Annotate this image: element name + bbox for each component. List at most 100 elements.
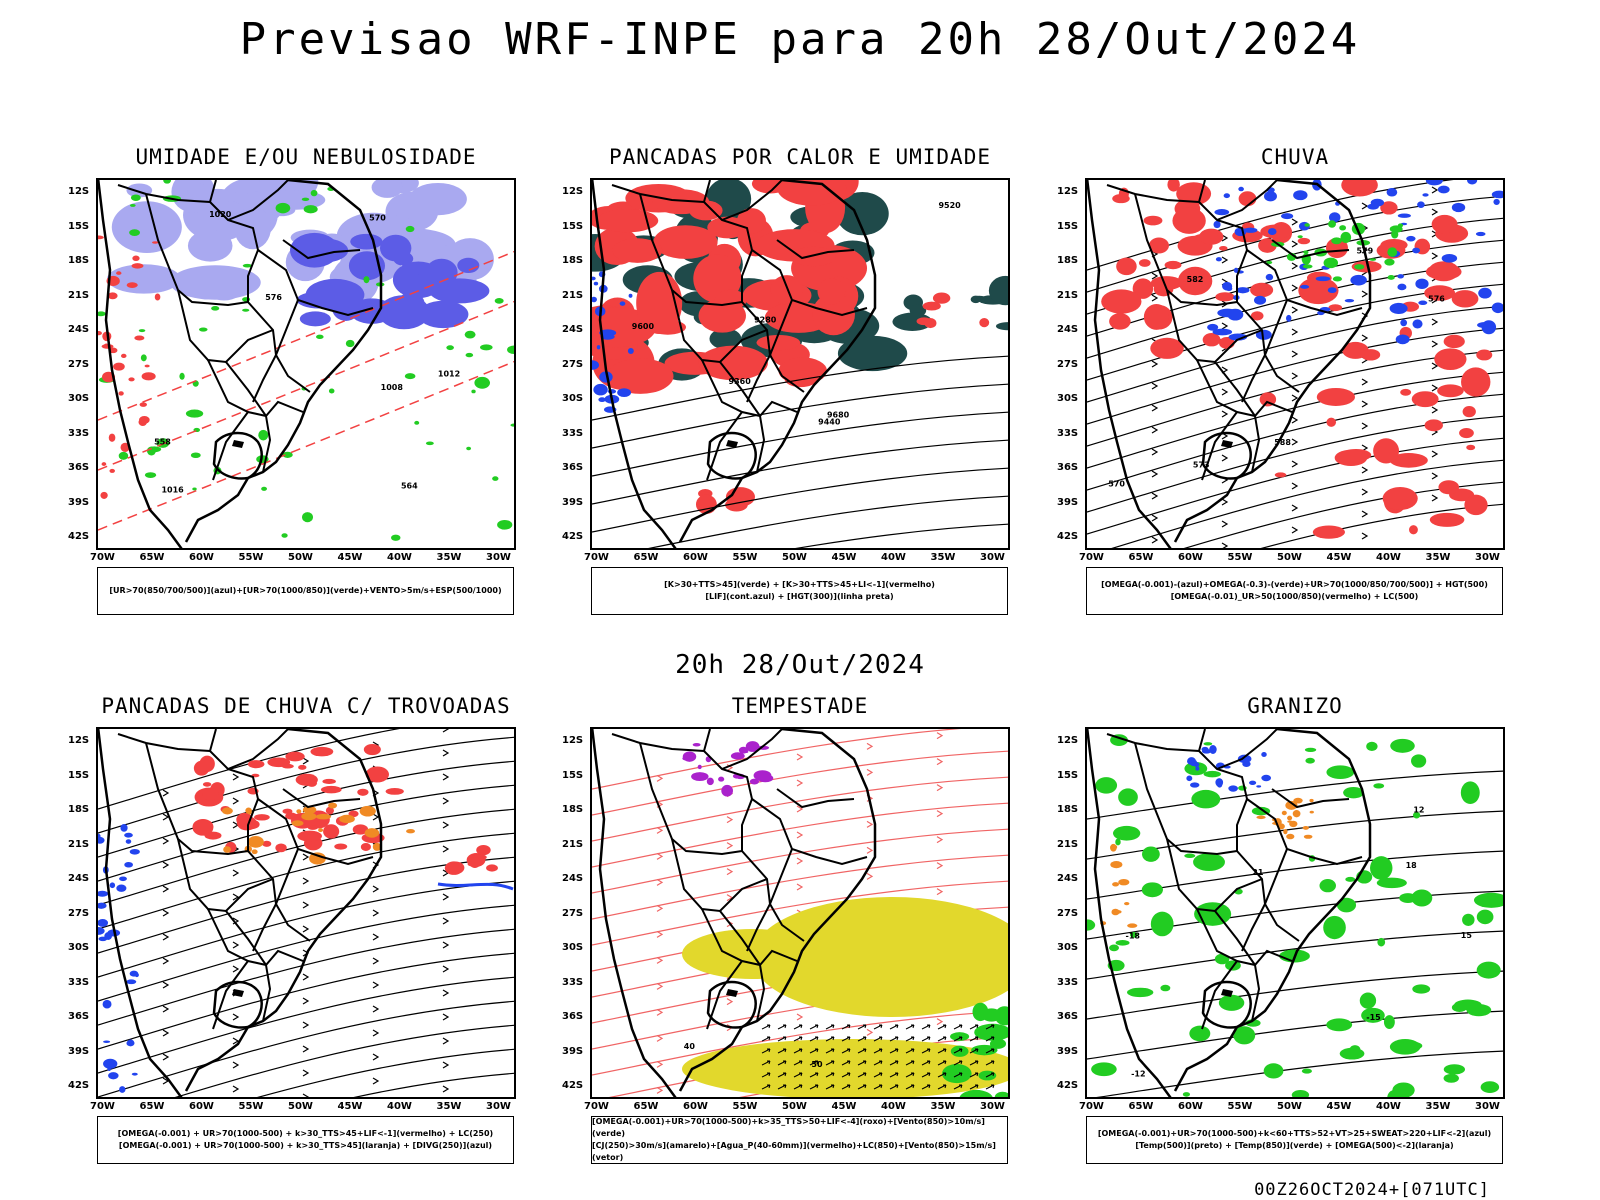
divergence-blue (98, 823, 140, 1093)
lat-tick-label: 27S (562, 907, 584, 919)
contour-label: 9280 (754, 315, 777, 324)
lat-tick-label: 33S (562, 976, 584, 988)
lat-tick-label: 18S (562, 255, 584, 266)
lat-tick-label: 30S (68, 942, 90, 953)
lat-tick-label: 27S (68, 907, 90, 919)
lat-tick-label: 36S (68, 1011, 90, 1022)
lon-tick-label: 65W (139, 552, 165, 563)
legend-line: [OMEGA(-0.001)+UR>70(1000-500)+k>35_TTS>… (592, 1117, 985, 1138)
legend-line: [OMEGA(-0.01)_UR>50(1000/850)(vermelho) … (1170, 592, 1419, 601)
lon-tick-label: 65W (1128, 552, 1154, 563)
contour-label: 1008 (381, 383, 404, 392)
mid-date-label: 20h 28/Out/2024 (675, 650, 925, 680)
lon-tick-label: 30W (486, 552, 511, 563)
lon-tick-label: 60W (683, 552, 708, 563)
map-pancadas-trovoadas (96, 727, 516, 1099)
legend-line: [CJ(250)>30m/s](amarelo)+[Agua_P(40-60mm… (592, 1141, 996, 1162)
legend-umidade: [UR>70(850/700/500)](azul)+[UR>70(1000/8… (97, 567, 514, 615)
contour-label: 1012 (438, 369, 460, 378)
storm-purple (682, 741, 774, 797)
lat-tick-label: 18S (68, 804, 90, 815)
contour-label: 579 (1356, 246, 1373, 255)
lat-tick-label: 42S (562, 1080, 584, 1091)
contour-label: 50 (811, 1060, 823, 1069)
legend-tempestade: [OMEGA(-0.001)+UR>70(1000-500)+k>35_TTS>… (591, 1116, 1008, 1164)
lon-tick-label: 55W (732, 1101, 758, 1112)
lon-tick-label: 70W (584, 552, 609, 563)
lat-tick-label: 18S (68, 255, 90, 266)
run-timestamp: 00Z26OCT2024+[071UTC] (1254, 1180, 1490, 1200)
lat-tick-label: 30S (68, 393, 90, 404)
lat-tick-label: 39S (562, 1045, 584, 1057)
lat-tick-label: 18S (562, 804, 584, 815)
lat-tick-label: 18S (1057, 255, 1079, 266)
lon-tick-label: 70W (1079, 1101, 1104, 1112)
lat-tick-label: 39S (1057, 1045, 1079, 1057)
offshore-red (444, 844, 498, 875)
contour-label: 15 (1461, 931, 1473, 940)
lon-tick-label: 65W (1128, 1101, 1154, 1112)
legend-pancadas-calor: [K>30+TTS>45](verde) + [K>30+TTS>45+LI<-… (591, 567, 1008, 615)
lat-tick-label: 36S (1057, 462, 1079, 473)
lat-tick-label: 12S (562, 186, 584, 197)
offshore-instability (916, 292, 990, 329)
lon-tick-label: 55W (1227, 1101, 1253, 1112)
lon-tick-label: 45W (831, 552, 857, 563)
lat-tick-label: 33S (1057, 427, 1079, 439)
map-granizo: -12 -15 -18 12 15 18 21 (1085, 727, 1505, 1099)
lon-tick-label: 60W (1178, 1101, 1203, 1112)
lat-tick-label: 42S (1057, 1080, 1079, 1091)
lon-tick-label: 70W (90, 552, 115, 563)
lat-tick-label: 39S (68, 1045, 90, 1057)
lat-tick-label: 42S (562, 531, 584, 542)
lat-tick-label: 27S (562, 358, 584, 370)
lon-tick-label: 35W (1425, 1101, 1451, 1112)
contour-label: 570 (369, 214, 386, 223)
lon-tick-label: 50W (1277, 1101, 1302, 1112)
panel-title-granizo: GRANIZO (1247, 694, 1343, 718)
lat-tick-label: 12S (68, 735, 90, 746)
lat-tick-label: 15S (68, 220, 90, 232)
lat-tick-label: 39S (1057, 496, 1079, 508)
panel-title-umidade: UMIDADE E/OU NEBULOSIDADE (135, 145, 477, 169)
contour-label: 576 (1428, 295, 1445, 304)
lon-tick-label: 45W (337, 1101, 363, 1112)
lat-tick-label: 33S (562, 427, 584, 439)
lat-tick-label: 24S (562, 324, 584, 335)
legend-chuva: [OMEGA(-0.001)-(azul)+OMEGA(-0.3)-(verde… (1086, 567, 1503, 615)
lat-tick-label: 24S (1057, 324, 1079, 335)
lon-tick-label: 65W (633, 1101, 659, 1112)
legend-pancadas-trovoadas: [OMEGA(-0.001) + UR>70(1000-500) + k>30_… (97, 1116, 514, 1164)
map-chuva: 588 582 579 576 573 570 (1085, 178, 1505, 550)
lon-tick-label: 65W (139, 1101, 165, 1112)
south-rain-field (1259, 367, 1491, 539)
panel-title-chuva: CHUVA (1260, 145, 1330, 169)
lon-tick-label: 40W (881, 552, 906, 563)
lon-tick-label: 50W (782, 552, 807, 563)
legend-line: [OMEGA(-0.001)+UR>70(1000-500)+k<60+TTS>… (1097, 1129, 1492, 1138)
contour-label: 1020 (209, 210, 232, 219)
instability-field (592, 180, 868, 394)
lat-tick-label: 39S (68, 496, 90, 508)
lat-tick-label: 27S (1057, 358, 1079, 370)
humidity-field-dark (290, 232, 490, 330)
contour-label: 558 (154, 437, 171, 446)
lon-tick-label: 65W (633, 552, 659, 563)
lat-tick-label: 21S (1057, 838, 1079, 850)
contour-label: 588 (1274, 438, 1291, 447)
contour-label: 9520 (938, 201, 961, 210)
contour-label: -15 (1366, 1013, 1381, 1022)
panel-title-pancadas-calor: PANCADAS POR CALOR E UMIDADE (608, 145, 991, 169)
lat-tick-label: 30S (562, 393, 584, 404)
lon-tick-label: 35W (930, 552, 956, 563)
lat-tick-label: 30S (1057, 942, 1079, 953)
lon-tick-label: 30W (1475, 1101, 1500, 1112)
lat-tick-label: 27S (68, 358, 90, 370)
wind-vectors (761, 1024, 995, 1090)
map-umidade: 1008 1012 1016 1020 576 564 558 570 (96, 178, 516, 550)
lat-tick-label: 21S (68, 289, 90, 301)
lon-tick-label: 55W (238, 1101, 264, 1112)
lon-tick-label: 55W (238, 552, 264, 563)
lat-tick-label: 42S (1057, 531, 1079, 542)
contour-label: 582 (1187, 275, 1204, 284)
